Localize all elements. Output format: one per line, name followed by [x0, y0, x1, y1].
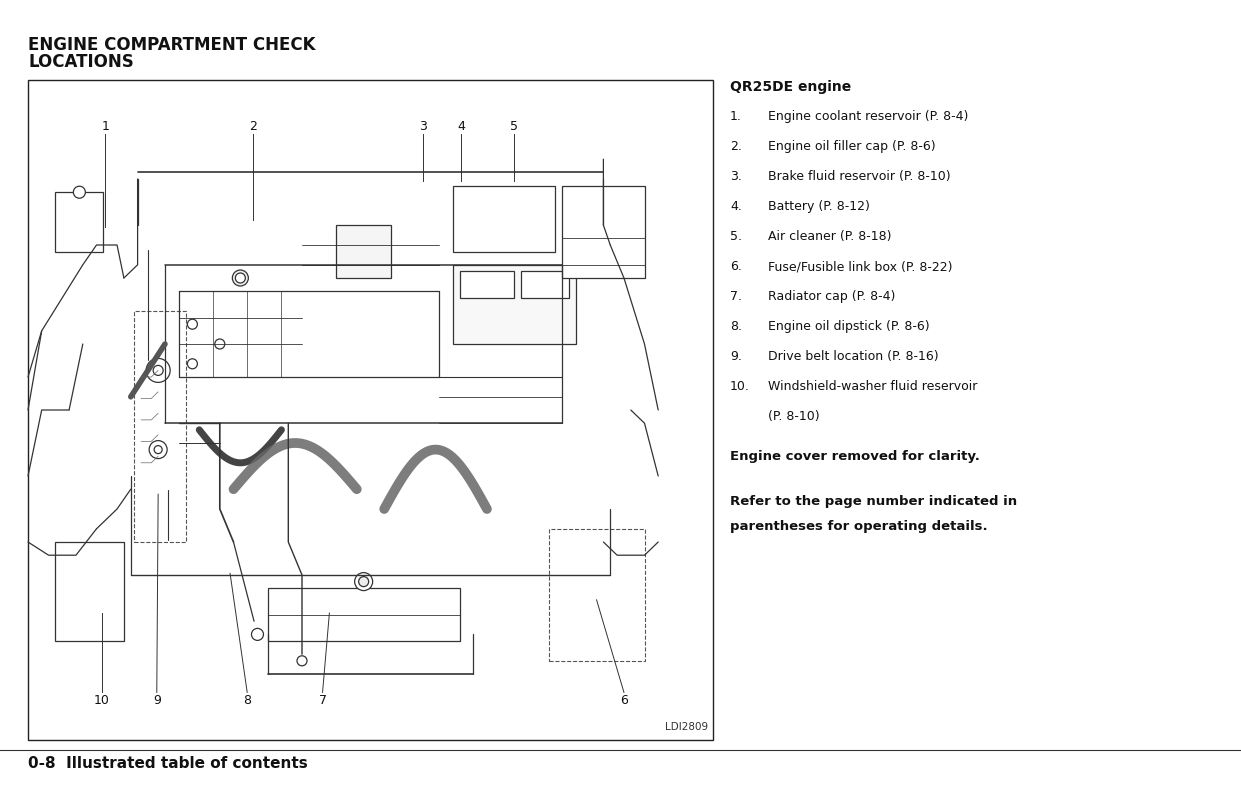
Text: 4: 4: [457, 120, 465, 132]
Bar: [521, 271, 570, 298]
Text: Engine oil filler cap (P. 8-6): Engine oil filler cap (P. 8-6): [768, 140, 936, 153]
Bar: [134, 311, 186, 542]
Text: parentheses for operating details.: parentheses for operating details.: [730, 520, 988, 533]
Text: Refer to the page number indicated in: Refer to the page number indicated in: [730, 495, 1018, 508]
Text: Windshield-washer fluid reservoir: Windshield-washer fluid reservoir: [768, 380, 978, 393]
Bar: [56, 542, 124, 641]
Circle shape: [355, 573, 372, 591]
Text: QR25DE engine: QR25DE engine: [730, 80, 851, 94]
Text: 8: 8: [243, 694, 251, 707]
Circle shape: [232, 270, 248, 286]
Text: 5: 5: [510, 120, 519, 132]
Text: 3.: 3.: [730, 170, 742, 183]
Bar: [268, 588, 459, 641]
Text: 8.: 8.: [730, 320, 742, 333]
Bar: [453, 186, 556, 251]
Text: 10.: 10.: [730, 380, 750, 393]
Bar: [562, 186, 644, 278]
Circle shape: [187, 359, 197, 369]
Text: 0-8  Illustrated table of contents: 0-8 Illustrated table of contents: [29, 757, 308, 772]
Text: 1.: 1.: [730, 110, 742, 123]
Bar: [549, 529, 644, 661]
Circle shape: [146, 358, 170, 382]
Circle shape: [149, 440, 168, 459]
Text: 7.: 7.: [730, 290, 742, 303]
Circle shape: [236, 273, 246, 283]
Text: ENGINE COMPARTMENT CHECK: ENGINE COMPARTMENT CHECK: [29, 36, 315, 54]
Text: Radiator cap (P. 8-4): Radiator cap (P. 8-4): [768, 290, 895, 303]
Text: Drive belt location (P. 8-16): Drive belt location (P. 8-16): [768, 350, 938, 363]
Text: 9: 9: [153, 694, 161, 707]
Text: Engine cover removed for clarity.: Engine cover removed for clarity.: [730, 450, 980, 463]
Text: 7: 7: [319, 694, 326, 707]
Text: 4.: 4.: [730, 200, 742, 213]
Text: Battery (P. 8-12): Battery (P. 8-12): [768, 200, 870, 213]
Bar: [56, 192, 103, 251]
Bar: [453, 265, 576, 344]
Text: Brake fluid reservoir (P. 8-10): Brake fluid reservoir (P. 8-10): [768, 170, 951, 183]
Text: LDI2809: LDI2809: [665, 722, 709, 732]
Circle shape: [187, 319, 197, 330]
Text: Air cleaner (P. 8-18): Air cleaner (P. 8-18): [768, 230, 891, 243]
Circle shape: [297, 656, 307, 666]
Circle shape: [153, 365, 163, 375]
Text: 10: 10: [94, 694, 110, 707]
Text: 3: 3: [419, 120, 427, 132]
Bar: [459, 271, 514, 298]
Circle shape: [359, 577, 369, 587]
Text: 5.: 5.: [730, 230, 742, 243]
Text: 2: 2: [248, 120, 257, 132]
Text: 6: 6: [620, 694, 628, 707]
Text: LOCATIONS: LOCATIONS: [29, 53, 134, 71]
Text: (P. 8-10): (P. 8-10): [768, 410, 819, 423]
Text: 9.: 9.: [730, 350, 742, 363]
Text: 2.: 2.: [730, 140, 742, 153]
Text: 1: 1: [102, 120, 109, 132]
Text: 6.: 6.: [730, 260, 742, 273]
Bar: [336, 225, 391, 278]
Bar: [29, 80, 714, 740]
Text: Fuse/Fusible link box (P. 8-22): Fuse/Fusible link box (P. 8-22): [768, 260, 953, 273]
Text: Engine oil dipstick (P. 8-6): Engine oil dipstick (P. 8-6): [768, 320, 930, 333]
Circle shape: [154, 445, 163, 453]
Text: Engine coolant reservoir (P. 8-4): Engine coolant reservoir (P. 8-4): [768, 110, 968, 123]
Circle shape: [215, 339, 225, 349]
Circle shape: [252, 628, 263, 641]
Circle shape: [73, 186, 86, 198]
